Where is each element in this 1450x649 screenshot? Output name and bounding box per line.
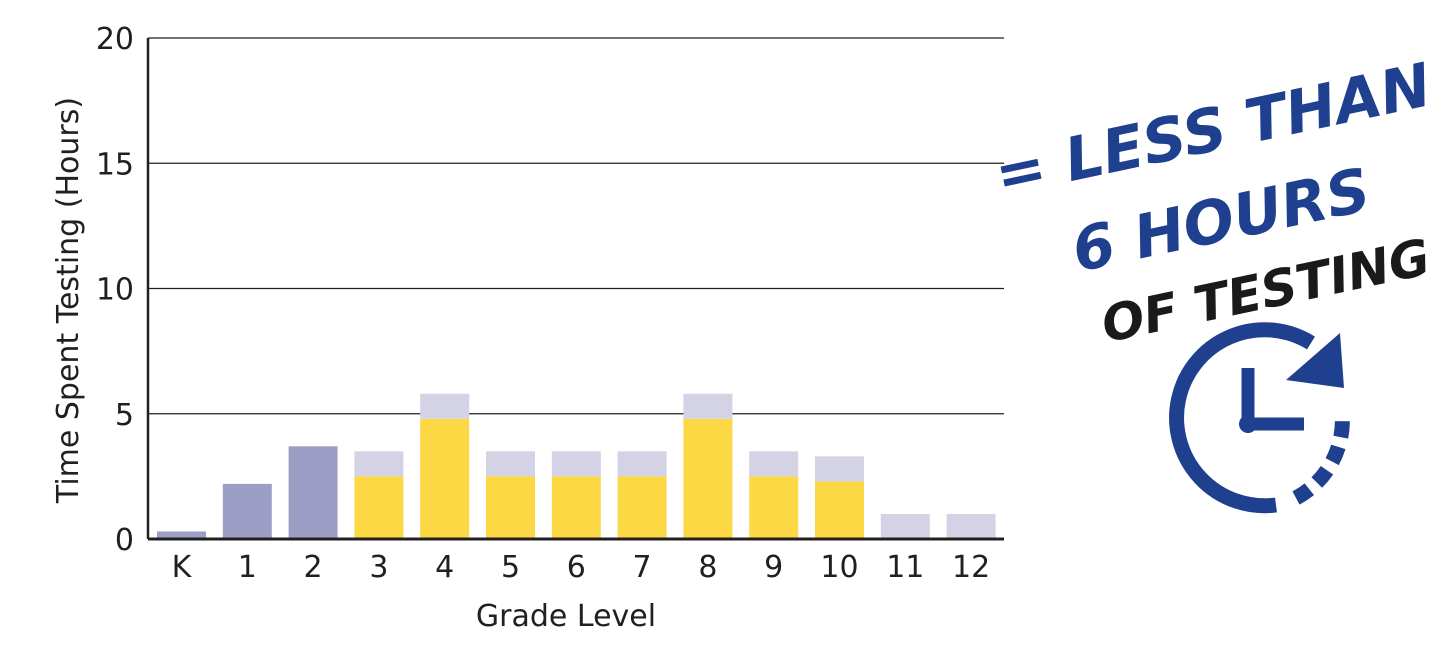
bar-segment-lower: [288, 446, 338, 539]
bar-segment-lower: [815, 481, 864, 539]
bar-segment-upper: [683, 393, 733, 419]
bar-segment-upper: [486, 451, 535, 477]
bar-segment-lower: [551, 476, 601, 539]
bar-segment-upper: [749, 451, 799, 477]
x-tick-label: 10: [820, 550, 858, 585]
x-tick-label: 7: [633, 550, 652, 585]
x-tick-label: 4: [435, 550, 454, 585]
x-tick-label: 3: [369, 550, 388, 585]
x-tick-label: 1: [238, 550, 257, 585]
clock-arrow-icon: [1169, 322, 1350, 514]
x-tick-label: 9: [764, 550, 783, 585]
y-tick-labels: 0 5 10 15 20: [96, 22, 134, 558]
bar-segment-upper: [617, 451, 667, 477]
y-tick-label: 15: [96, 147, 134, 182]
bar-segment-upper: [880, 513, 930, 539]
bar-segment-upper: [815, 456, 864, 482]
bars: [157, 393, 996, 539]
bar-segment-upper: [551, 451, 601, 477]
bar-segment-upper: [354, 451, 404, 477]
y-tick-label: 5: [115, 398, 134, 433]
x-tick-label: 8: [698, 550, 717, 585]
gridlines: [148, 37, 1004, 415]
y-tick-label: 10: [96, 273, 134, 308]
bar-segment-lower: [354, 476, 404, 539]
y-tick-label: 0: [115, 523, 134, 558]
callout: = LESS THAN 6 HOURS OF TESTING: [989, 50, 1437, 354]
bar-segment-lower: [749, 476, 799, 539]
y-axis-title: Time Spent Testing (Hours): [51, 97, 86, 504]
x-tick-label: K: [172, 550, 193, 585]
x-tick-labels: K 1 2 3 4 5 6 7 8 9 10 11 12: [172, 550, 991, 585]
bar-segment-lower: [157, 531, 206, 539]
x-tick-label: 6: [567, 550, 586, 585]
bar-segment-lower: [683, 418, 733, 539]
bar-segment-upper: [946, 513, 996, 539]
x-tick-label: 2: [304, 550, 323, 585]
bar-segment-lower: [617, 476, 667, 539]
bar-segment-lower: [486, 476, 535, 539]
y-tick-label: 20: [96, 22, 134, 57]
x-tick-label: 12: [952, 550, 990, 585]
x-axis-title: Grade Level: [476, 599, 656, 634]
x-tick-label: 5: [501, 550, 520, 585]
bar-segment-lower: [420, 418, 470, 539]
bar-segment-upper: [420, 393, 470, 419]
bar-segment-lower: [222, 483, 272, 539]
x-tick-label: 11: [886, 550, 924, 585]
